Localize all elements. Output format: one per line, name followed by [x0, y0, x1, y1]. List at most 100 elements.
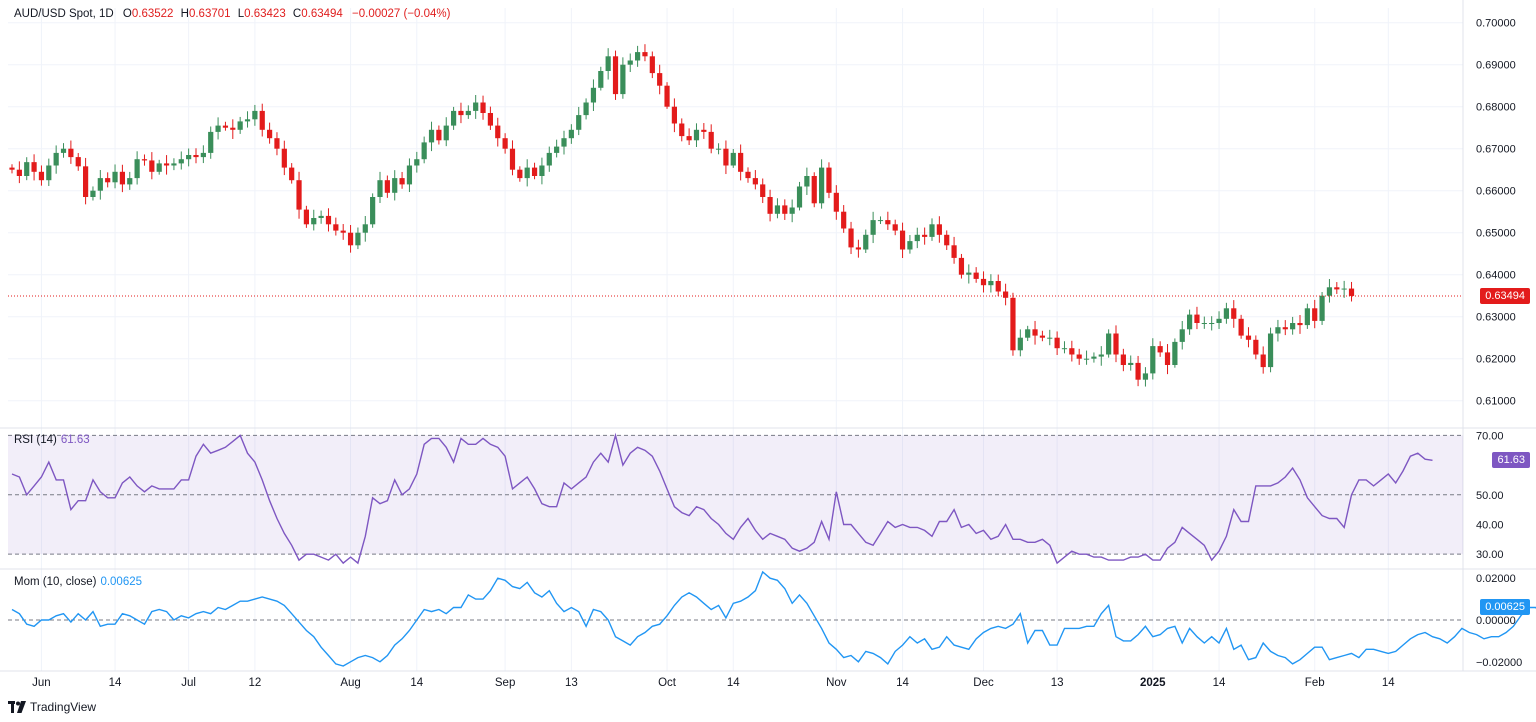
candle-body: [377, 180, 383, 197]
candle-body: [46, 165, 52, 181]
momentum-series-line: [11, 570, 1536, 667]
candle-body: [833, 192, 839, 212]
rsi-axis[interactable]: 70.00 50.00 40.00 30.00: [1476, 430, 1504, 561]
candle-body: [583, 102, 589, 116]
candle-body: [97, 178, 103, 191]
candle-body: [760, 184, 766, 197]
candle-body: [907, 241, 913, 250]
candle-body: [502, 138, 508, 149]
symbol-title[interactable]: AUD/USD Spot, 1D: [14, 8, 114, 20]
candle-body: [451, 110, 457, 126]
candle-body: [730, 152, 736, 166]
candle-body: [922, 234, 928, 237]
momentum-value: 0.00625: [100, 576, 143, 588]
candle-body: [892, 224, 898, 231]
candle-body: [715, 148, 722, 150]
time-tick-label: Oct: [658, 677, 677, 689]
change-value: −0.00027 (−0.04%): [352, 8, 451, 20]
time-tick-label: Jun: [32, 677, 51, 689]
candle-body: [1319, 295, 1325, 321]
candle-body: [1260, 354, 1266, 368]
candle-body: [1267, 333, 1274, 368]
candle-body: [237, 121, 243, 130]
ohlc-legend: AUD/USD Spot, 1D O0.63522 H0.63701 L0.63…: [14, 8, 450, 20]
candle-body: [671, 106, 677, 124]
candle-body: [1348, 288, 1355, 296]
price-tick-label: 0.65000: [1476, 228, 1516, 240]
candle-body: [1179, 329, 1185, 342]
momentum-legend[interactable]: Mom (10, close) 0.00625: [14, 576, 142, 588]
tradingview-logo[interactable]: TradingView: [8, 700, 96, 714]
candle-body: [38, 171, 45, 181]
candle-body: [524, 167, 530, 179]
price-tick-label: 0.64000: [1476, 270, 1516, 282]
rsi-legend[interactable]: RSI (14) 61.63: [14, 434, 90, 446]
candle-body: [53, 152, 59, 166]
time-tick-label: 14: [109, 677, 122, 689]
candle-body: [1047, 337, 1053, 339]
price-tick-label: 0.67000: [1476, 144, 1516, 156]
brand-text: TradingView: [30, 700, 97, 714]
candle-body: [679, 123, 685, 137]
candle-body: [789, 207, 795, 214]
low-value: 0.63423: [244, 8, 286, 20]
candle-body: [230, 127, 236, 130]
candle-body: [723, 148, 729, 166]
candle-body: [841, 211, 847, 229]
candle-body: [105, 178, 111, 183]
candle-body: [259, 110, 265, 130]
price-tick-label: 0.61000: [1476, 396, 1516, 408]
candle-body: [752, 178, 758, 185]
candle-body: [83, 166, 89, 197]
candle-body: [60, 148, 67, 153]
candle-body: [686, 136, 692, 141]
candle-body: [568, 129, 574, 139]
candle-body: [958, 257, 965, 275]
candle-body: [1194, 314, 1200, 323]
candle-body: [1245, 335, 1252, 340]
candle-body: [406, 165, 413, 185]
candle-body: [804, 176, 810, 187]
time-axis[interactable]: Jun 14 Jul 12 Aug 14 Sep 13 Oct 14 Nov 14 Dec 13 2025 1…: [32, 677, 1395, 689]
time-tick-label: Nov: [826, 677, 847, 689]
rsi-tick-label: 30.00: [1476, 549, 1504, 561]
candle-body: [1164, 352, 1171, 365]
candle-body: [605, 56, 611, 71]
time-tick-label: 14: [410, 677, 423, 689]
candle-body: [708, 131, 714, 149]
candle-body: [1091, 356, 1097, 359]
last-price-tag: 0.63494: [1480, 287, 1530, 304]
candle-body: [1025, 329, 1031, 338]
momentum-axis[interactable]: 0.02000 0.00000 −0.02000: [1476, 573, 1522, 669]
rsi-name: RSI (14): [14, 434, 57, 446]
candle-body: [200, 152, 206, 158]
candle-body: [414, 159, 420, 166]
low-label: L: [237, 8, 245, 20]
candle-body: [1054, 337, 1060, 349]
candle-body: [480, 102, 486, 113]
momentum-tick-label: −0.02000: [1476, 657, 1522, 669]
candles[interactable]: [9, 44, 1355, 387]
rsi-band: [8, 434, 1463, 555]
candle-body: [531, 167, 538, 176]
candle-body: [392, 178, 398, 193]
candle-body: [598, 71, 604, 88]
rsi-tick-label: 40.00: [1476, 519, 1504, 531]
candle-body: [141, 159, 148, 161]
candle-body: [267, 129, 273, 139]
candle-body: [1120, 354, 1126, 365]
price-axis[interactable]: 0.70000 0.69000 0.68000 0.67000 0.66000 0.650…: [1476, 18, 1516, 408]
candle-body: [1172, 341, 1178, 365]
candle-body: [929, 224, 935, 237]
candle-body: [399, 178, 405, 185]
price-tick-label: 0.68000: [1476, 102, 1516, 114]
candle-body: [1312, 308, 1318, 321]
rsi-value: 61.63: [60, 434, 90, 446]
candle-body: [318, 215, 324, 218]
candle-body: [208, 131, 214, 153]
rsi-value-tag: 61.63: [1492, 452, 1530, 469]
rsi-tick-label: 50.00: [1476, 490, 1504, 502]
candle-body: [642, 52, 648, 57]
rsi-tick-label: 70.00: [1476, 430, 1504, 442]
